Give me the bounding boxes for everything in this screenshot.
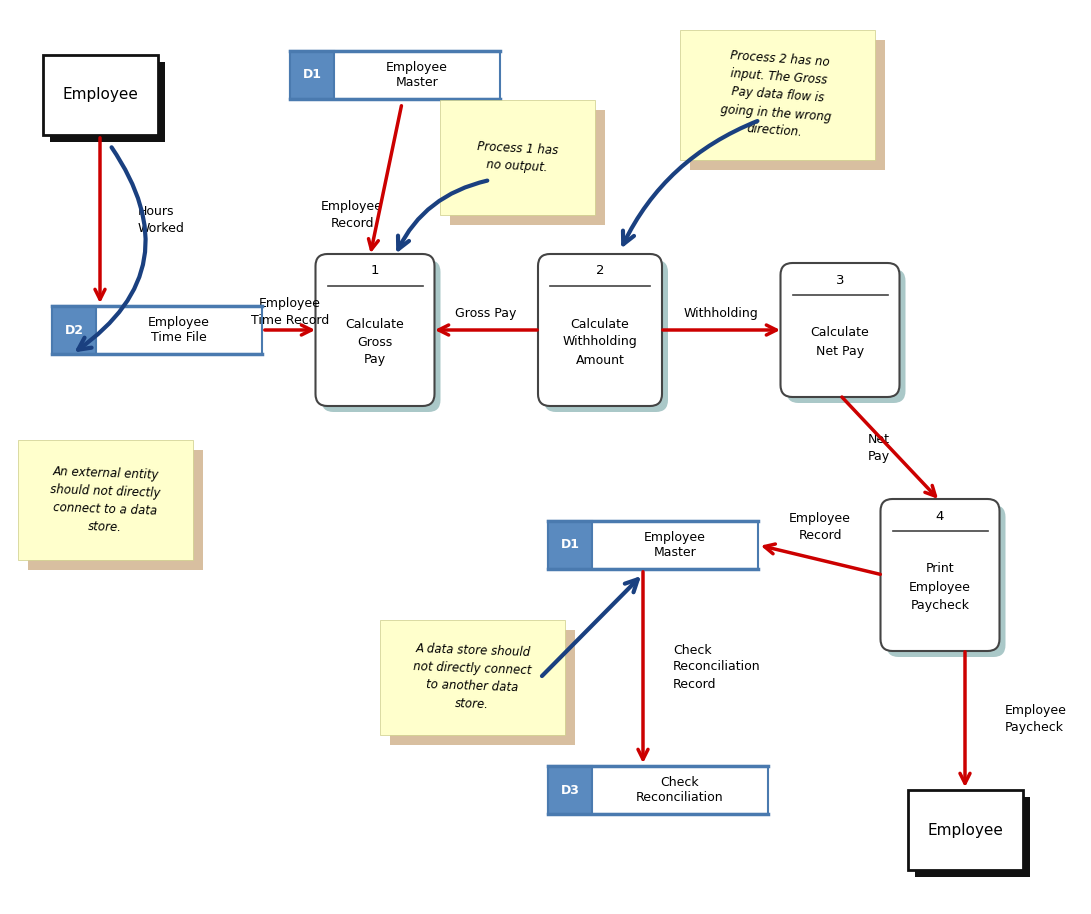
FancyBboxPatch shape [690,40,885,170]
Text: Print
Employee
Paycheck: Print Employee Paycheck [909,562,971,611]
Text: Calculate
Net Pay: Calculate Net Pay [811,326,870,357]
Text: Process 1 has
no output.: Process 1 has no output. [476,140,559,175]
Text: Employee: Employee [62,88,137,102]
FancyBboxPatch shape [914,797,1030,877]
Text: Employee: Employee [927,823,1003,837]
FancyBboxPatch shape [322,260,441,412]
Bar [290,51,334,99]
Text: Process 2 has no
input. The Gross
Pay data flow is
going in the wrong
direction.: Process 2 has no input. The Gross Pay da… [719,48,836,142]
Text: 1: 1 [371,264,380,278]
Text: Net
Pay: Net Pay [868,433,890,463]
Text: Employee
Master: Employee Master [386,61,448,89]
FancyBboxPatch shape [787,269,906,403]
FancyBboxPatch shape [28,450,203,570]
Text: Check
Reconciliation
Record: Check Reconciliation Record [673,643,760,690]
Bar [52,306,96,354]
FancyBboxPatch shape [440,100,595,215]
FancyBboxPatch shape [780,263,899,397]
Text: Calculate
Gross
Pay: Calculate Gross Pay [346,317,405,367]
Bar [548,521,758,569]
Bar [548,521,592,569]
Bar [548,521,592,569]
FancyBboxPatch shape [315,254,434,406]
Text: D1: D1 [302,69,322,81]
FancyBboxPatch shape [880,499,999,651]
Text: 4: 4 [936,509,944,523]
Text: Employee
Time File: Employee Time File [148,316,209,344]
Bar [548,766,592,814]
Text: Gross Pay: Gross Pay [455,307,517,321]
Text: Employee
Record: Employee Record [789,512,851,542]
Text: Calculate
Withholding
Amount: Calculate Withholding Amount [563,317,637,367]
Text: Withholding: Withholding [684,307,758,321]
Bar [290,51,334,99]
Text: D3: D3 [561,783,579,796]
FancyBboxPatch shape [17,440,193,560]
FancyBboxPatch shape [43,55,157,135]
FancyBboxPatch shape [887,505,1006,657]
FancyBboxPatch shape [380,620,565,735]
Bar [548,766,592,814]
Text: An external entity
should not directly
connect to a data
store.: An external entity should not directly c… [49,464,161,536]
FancyBboxPatch shape [680,30,875,160]
Text: D2: D2 [64,324,84,336]
Text: Check
Reconciliation: Check Reconciliation [636,776,723,804]
Text: D1: D1 [561,538,579,551]
Text: Hours
Worked: Hours Worked [137,205,184,235]
Text: 3: 3 [836,273,844,286]
Text: A data store should
not directly connect
to another data
store.: A data store should not directly connect… [412,642,532,713]
FancyBboxPatch shape [449,110,606,225]
Bar [52,306,96,354]
FancyBboxPatch shape [544,260,668,412]
FancyBboxPatch shape [908,790,1022,870]
FancyBboxPatch shape [538,254,662,406]
Text: Employee
Master: Employee Master [644,531,706,559]
Bar [548,766,768,814]
Text: Employee
Time Record: Employee Time Record [251,297,329,327]
Text: Employee
Paycheck: Employee Paycheck [1005,704,1067,734]
FancyBboxPatch shape [49,62,165,142]
Bar [290,51,500,99]
Text: 2: 2 [596,264,604,278]
Bar [52,306,262,354]
Text: Employee
Record: Employee Record [321,200,383,230]
FancyBboxPatch shape [389,630,575,745]
